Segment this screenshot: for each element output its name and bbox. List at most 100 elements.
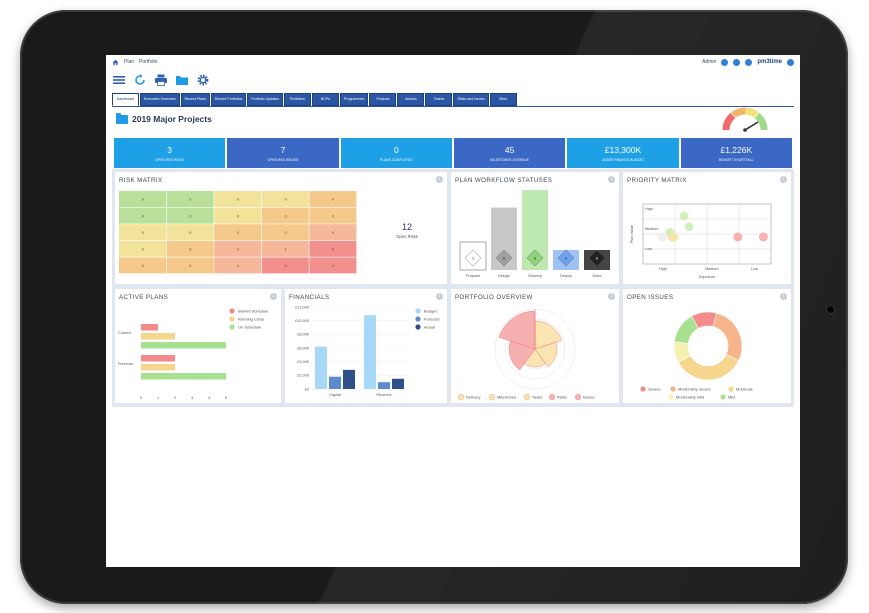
- tab-executive-overview[interactable]: Executive Overview: [140, 93, 180, 106]
- tab-bcps[interactable]: BCPs: [311, 93, 339, 106]
- workflow-stage-marker: [526, 249, 544, 267]
- risk-cell-count: 0: [237, 248, 239, 252]
- app-screen: Plan Portfolio Admin pm3time Dashboard Ex…: [106, 55, 800, 567]
- financials-bar: [315, 346, 327, 389]
- print-icon[interactable]: [154, 73, 168, 87]
- financials-bar: [392, 378, 404, 389]
- kpi-tile[interactable]: 45 MILESTONES OVERDUE: [453, 138, 566, 168]
- risk-cell-count: 0: [142, 248, 144, 252]
- info-icon[interactable]: i: [780, 293, 787, 300]
- top-bar: Plan Portfolio Admin pm3time: [106, 55, 800, 69]
- kpi-value: 3: [167, 144, 173, 155]
- user-icon[interactable]: [733, 58, 741, 66]
- portfolio-panel: PORTFOLIO OVERVIEW i Delivery Milestones T…: [450, 288, 620, 404]
- priority-point: [679, 211, 689, 221]
- kpi-label: UNDER FINANCE BUDGET: [601, 157, 645, 162]
- breadcrumb-plan[interactable]: Plan: [124, 59, 135, 65]
- workflow-stage-label: Delivery: [528, 274, 542, 278]
- folder-icon[interactable]: [175, 73, 189, 87]
- risk-cell-count: 0: [142, 198, 144, 202]
- info-icon[interactable]: i: [608, 293, 615, 300]
- risk-cell: [214, 257, 262, 274]
- project-folder-icon: [116, 112, 128, 124]
- tab-teams[interactable]: Teams: [425, 93, 453, 106]
- financials-y-tick: £10,000: [295, 319, 309, 323]
- risk-cell-count: 0: [237, 231, 239, 235]
- brand-logo: pm3time: [757, 59, 782, 65]
- tab-projects[interactable]: Projects: [369, 93, 397, 106]
- priority-point: [669, 232, 679, 242]
- health-gauge: [722, 107, 768, 132]
- menu-icon[interactable]: [112, 73, 126, 87]
- info-icon[interactable]: i: [780, 176, 787, 183]
- home-icon[interactable]: [112, 59, 119, 66]
- info-icon[interactable]: i: [436, 293, 443, 300]
- tab-dashboard[interactable]: Dashboard: [112, 93, 139, 106]
- workflow-stage-count: 8: [534, 255, 537, 260]
- kpi-tile[interactable]: £13,300K UNDER FINANCE BUDGET: [567, 138, 679, 168]
- kpi-label: OPEN RED RISKS: [155, 157, 184, 162]
- legend-swatch: [415, 324, 421, 330]
- kpi-value: 0: [393, 144, 399, 155]
- kpi-label: OPEN RED ISSUES: [267, 157, 299, 162]
- risk-cell: [261, 257, 309, 274]
- kpi-tile[interactable]: £1,226K BENEFIT SHORTFALL: [680, 138, 792, 168]
- legend-swatch: [415, 316, 421, 322]
- kpi-label: PLANS COMPLETED: [379, 157, 413, 162]
- breadcrumb-portfolio[interactable]: Portfolio: [139, 59, 158, 65]
- info-icon[interactable]: i: [270, 293, 277, 300]
- tab-recent-portfolios[interactable]: Recent Portfolios: [210, 93, 247, 106]
- settings-icon[interactable]: [721, 58, 729, 66]
- priority-y-tick: Low: [645, 247, 652, 251]
- priority-point: [758, 232, 768, 242]
- workflow-stage-marker: [588, 249, 606, 267]
- tab-sites[interactable]: Sites: [489, 93, 517, 106]
- kpi-value: £1,226K: [720, 144, 753, 155]
- risk-matrix-grid: 0 0 0 0 0 0 0 0 0 0 0 0 0 0 0 0 0 0 1 0 0 0 0 0 0: [119, 191, 357, 274]
- legend-swatch: [457, 393, 465, 401]
- info-icon[interactable]: i: [608, 176, 615, 183]
- risk-cell: [119, 224, 166, 241]
- active-plans-bar: [141, 373, 226, 380]
- legend-swatch: [640, 386, 646, 392]
- financials-y-tick: £8,000: [297, 333, 309, 337]
- kpi-tile[interactable]: 0 PLANS COMPLETED: [340, 138, 452, 168]
- tab-portfolio-updates[interactable]: Portfolio Updates: [247, 93, 283, 106]
- workflow-stage-label: Deploy: [560, 274, 572, 278]
- financials-y-tick: £2,000: [297, 374, 309, 378]
- risk-cell-count: 0: [332, 198, 334, 202]
- risk-cell: [166, 257, 214, 274]
- donut-slice: [712, 312, 743, 361]
- risk-cell-count: 0: [285, 231, 287, 235]
- open-risks-label: Open Risks: [396, 234, 418, 239]
- risk-cell-count: 0: [189, 248, 191, 252]
- risk-cell: [261, 224, 309, 241]
- financials-panel: FINANCIALS i £0 £2,000 £4,000 £6,000 £8,000 £…: [284, 288, 448, 404]
- refresh-icon[interactable]: [133, 73, 147, 87]
- legend-swatch: [229, 316, 235, 322]
- tab-portfolios[interactable]: Portfolios: [283, 93, 311, 106]
- risk-cell-count: 0: [285, 198, 287, 202]
- risk-cell: [119, 240, 166, 257]
- open-issues-panel: OPEN ISSUES i Severe Moderately severe Mod…: [622, 288, 792, 404]
- financials-category: Capital: [329, 393, 341, 397]
- kpi-tile[interactable]: 3 OPEN RED RISKS: [114, 138, 226, 168]
- workflow-stage-count: 1: [472, 255, 475, 260]
- kpi-tile[interactable]: 7 OPEN RED ISSUES: [227, 138, 339, 168]
- workflow-stage-label: Done: [592, 274, 601, 278]
- legend-swatch: [574, 393, 582, 401]
- legend-swatch: [415, 308, 421, 314]
- notification-icon[interactable]: [787, 58, 794, 66]
- user-name[interactable]: Admin: [702, 59, 717, 65]
- tab-actions[interactable]: Actions: [397, 93, 425, 106]
- tab-recent-plans[interactable]: Recent Plans: [180, 93, 210, 106]
- priority-point: [684, 222, 694, 232]
- tab-programmes[interactable]: Programmes: [339, 93, 369, 106]
- info-icon[interactable]: i: [436, 176, 443, 183]
- gear-icon[interactable]: [196, 73, 210, 87]
- active-plans-x-tick: 2: [174, 396, 176, 400]
- priority-chart: High Medium Low High Medium Low Plan Value Expo…: [630, 203, 772, 279]
- risk-cell: [166, 207, 214, 224]
- tab-risks-and-issues[interactable]: Risks and Issues: [453, 93, 489, 106]
- help-icon[interactable]: [745, 58, 753, 66]
